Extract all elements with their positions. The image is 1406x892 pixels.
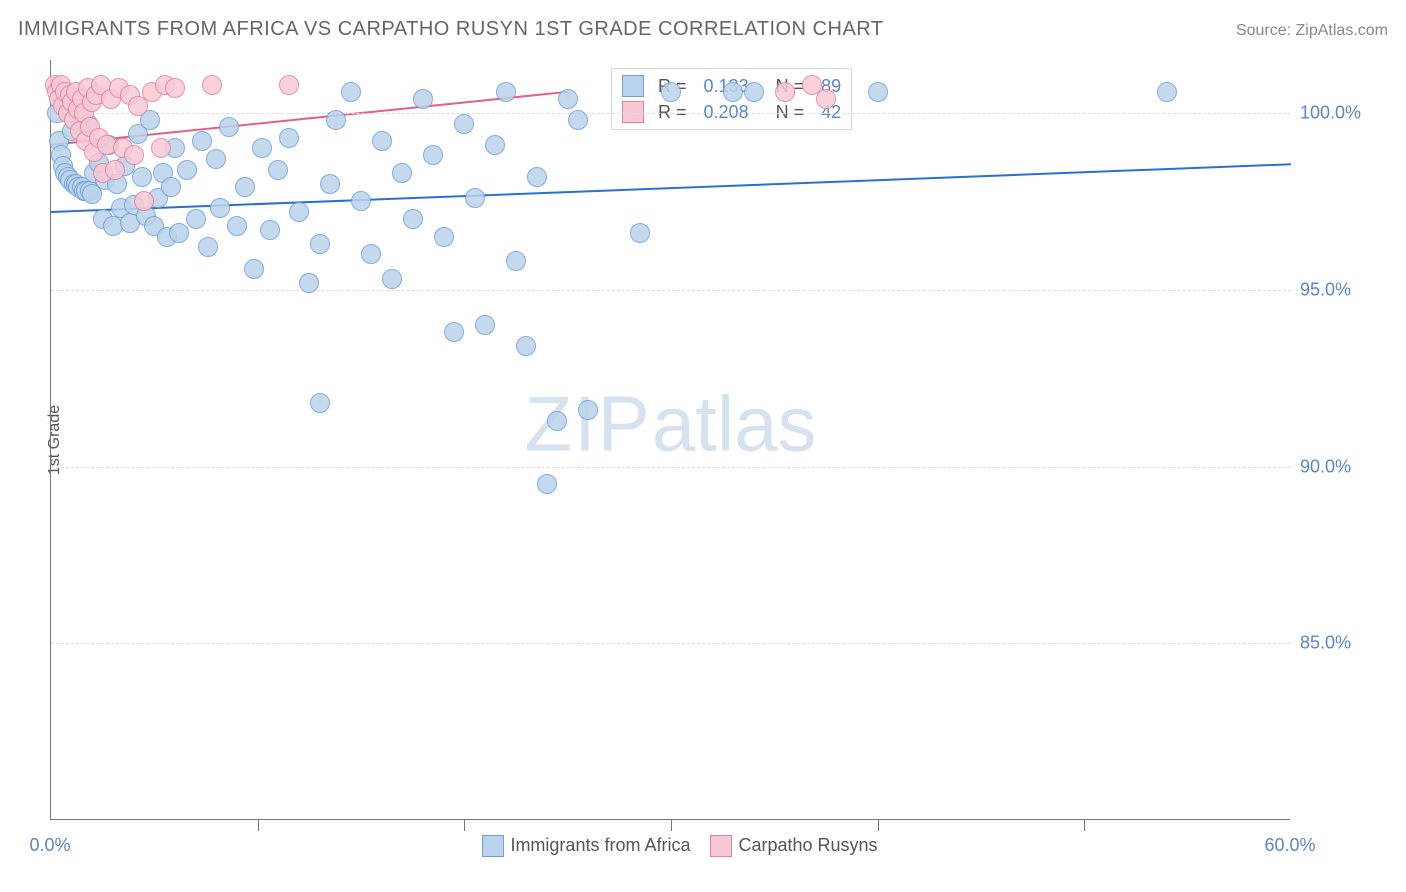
gridline-h [51,290,1291,291]
legend-swatch [622,101,644,123]
data-point-rusyn [134,191,154,211]
data-point-africa [361,244,381,264]
data-point-africa [413,89,433,109]
x-minor-tick [671,819,672,831]
data-point-africa [279,128,299,148]
data-point-africa [244,259,264,279]
gridline-h [51,113,1291,114]
data-point-africa [192,131,212,151]
y-tick-label: 90.0% [1300,456,1351,477]
gridline-h [51,643,1291,644]
data-point-africa [465,188,485,208]
x-tick-label: 60.0% [1264,835,1315,856]
data-point-africa [382,269,402,289]
data-point-africa [454,114,474,134]
legend-label: Carpatho Rusyns [738,835,877,855]
trendlines-layer [51,60,1291,820]
data-point-africa [186,209,206,229]
chart-container: 1st Grade ZIPatlas R = 0.133 N = 89R = 0… [50,60,1350,820]
data-point-africa [161,177,181,197]
data-point-rusyn [105,160,125,180]
stats-r-value: 0.208 [704,102,749,123]
data-point-africa [219,117,239,137]
watermark-zip: ZIP [524,380,651,468]
data-point-africa [310,393,330,413]
data-point-africa [252,138,272,158]
series-legend: Immigrants from Africa Carpatho Rusyns [50,835,1290,857]
plot-area: ZIPatlas R = 0.133 N = 89R = 0.208 N = 4… [50,60,1290,820]
data-point-africa [434,227,454,247]
watermark-atlas: atlas [652,380,817,468]
stats-row-rusyn: R = 0.208 N = 42 [622,99,841,125]
gridline-h [51,467,1291,468]
data-point-africa [403,209,423,229]
x-minor-tick [878,819,879,831]
header: IMMIGRANTS FROM AFRICA VS CARPATHO RUSYN… [18,18,1388,41]
data-point-africa [475,315,495,335]
chart-title: IMMIGRANTS FROM AFRICA VS CARPATHO RUSYN… [18,18,884,41]
data-point-africa [661,82,681,102]
data-point-africa [485,135,505,155]
data-point-africa [527,167,547,187]
data-point-africa [310,234,330,254]
data-point-rusyn [279,75,299,95]
data-point-africa [235,177,255,197]
data-point-africa [868,82,888,102]
x-minor-tick [464,819,465,831]
data-point-africa [227,216,247,236]
data-point-rusyn [151,138,171,158]
data-point-africa [568,110,588,130]
data-point-africa [341,82,361,102]
x-minor-tick [258,819,259,831]
data-point-africa [372,131,392,151]
data-point-rusyn [202,75,222,95]
data-point-africa [506,251,526,271]
data-point-africa [558,89,578,109]
data-point-africa [206,149,226,169]
data-point-africa [392,163,412,183]
data-point-africa [723,82,743,102]
y-tick-label: 100.0% [1300,103,1361,124]
data-point-africa [744,82,764,102]
data-point-africa [630,223,650,243]
legend-swatch [710,835,732,857]
data-point-rusyn [816,89,836,109]
legend-swatch [622,75,644,97]
y-tick-label: 85.0% [1300,633,1351,654]
data-point-africa [198,237,218,257]
stats-n-label: N = [776,102,805,123]
data-point-africa [299,273,319,293]
data-point-africa [326,110,346,130]
data-point-africa [578,400,598,420]
legend-label: Immigrants from Africa [510,835,690,855]
data-point-africa [516,336,536,356]
source-name: ZipAtlas.com [1296,22,1388,39]
data-point-africa [210,198,230,218]
data-point-africa [177,160,197,180]
x-tick-label: 0.0% [29,835,70,856]
source-prefix: Source: [1236,22,1296,39]
data-point-africa [132,167,152,187]
data-point-africa [423,145,443,165]
data-point-africa [547,411,567,431]
data-point-africa [496,82,516,102]
data-point-africa [320,174,340,194]
y-tick-label: 95.0% [1300,279,1351,300]
data-point-africa [268,160,288,180]
legend-swatch [482,835,504,857]
data-point-africa [260,220,280,240]
data-point-africa [537,474,557,494]
source-attribution: Source: ZipAtlas.com [1236,22,1388,40]
data-point-rusyn [124,145,144,165]
data-point-africa [289,202,309,222]
data-point-africa [169,223,189,243]
data-point-africa [444,322,464,342]
data-point-africa [351,191,371,211]
x-minor-tick [1084,819,1085,831]
stats-r-label: R = [658,102,687,123]
data-point-rusyn [165,78,185,98]
data-point-rusyn [775,82,795,102]
watermark: ZIPatlas [524,379,816,470]
data-point-africa [1157,82,1177,102]
